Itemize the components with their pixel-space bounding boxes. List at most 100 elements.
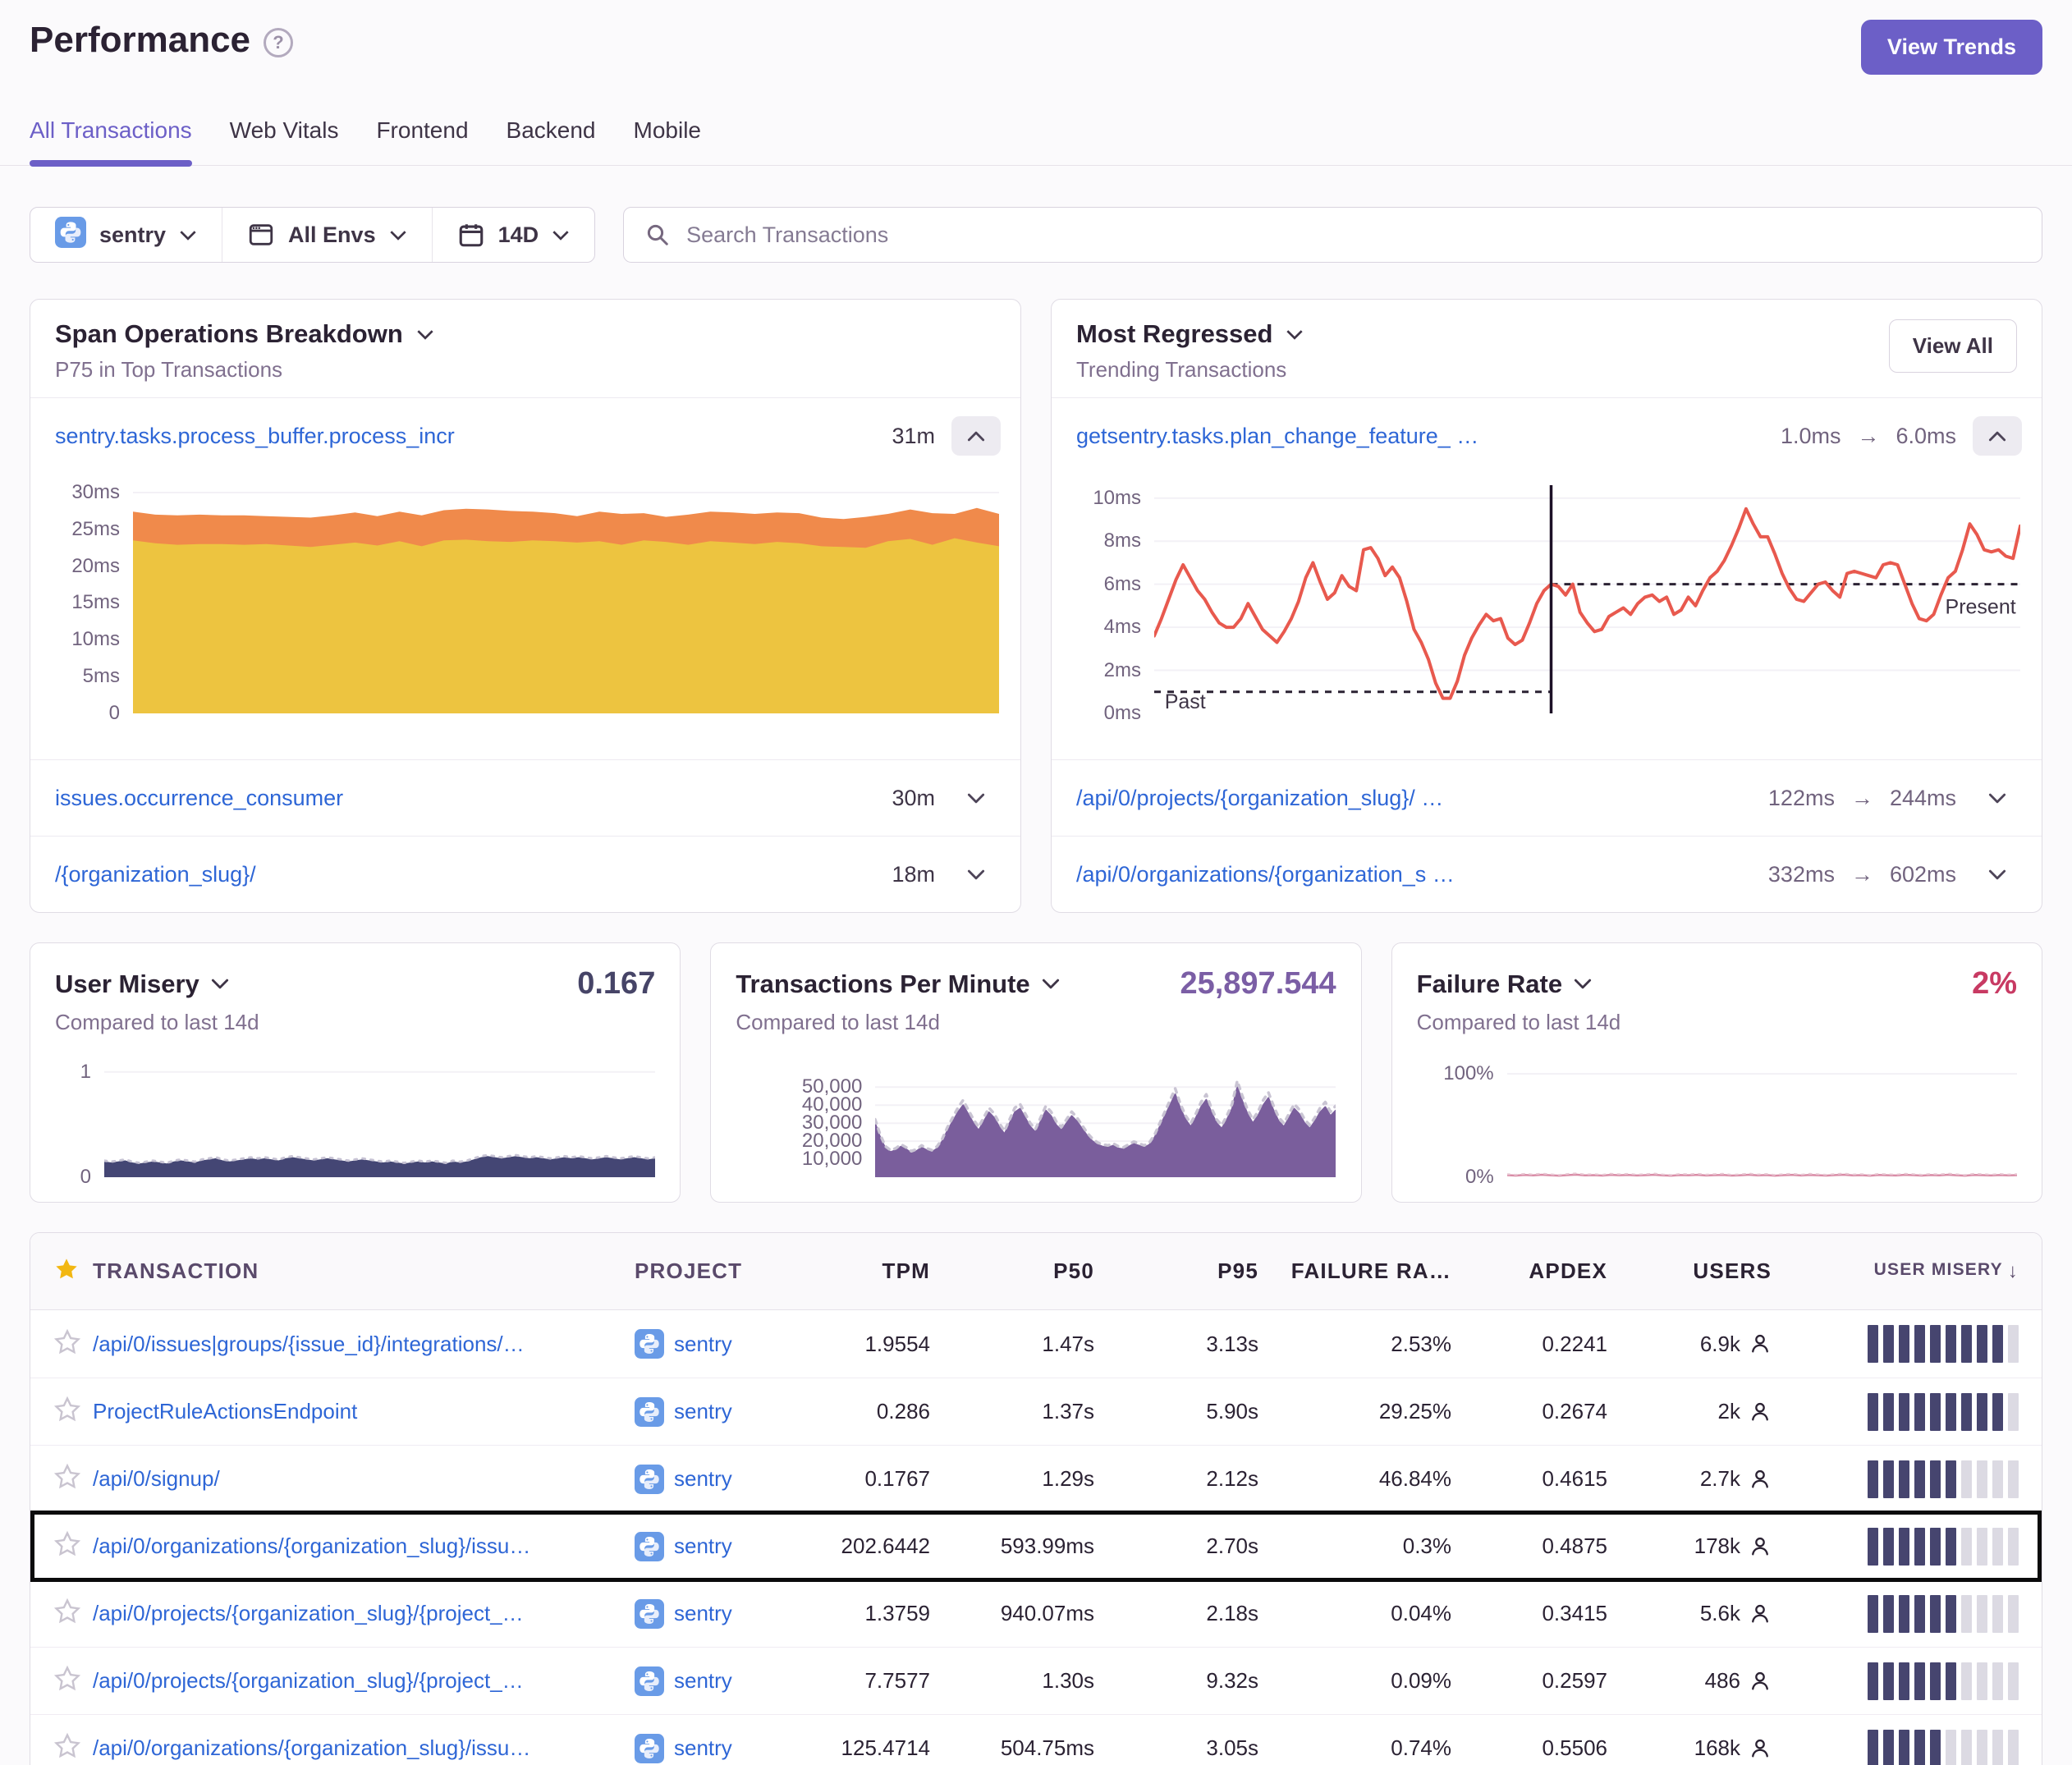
favorite-toggle[interactable]	[53, 1530, 93, 1562]
table-row[interactable]: /api/0/issues|groups/{issue_id}/integrat…	[30, 1310, 2042, 1378]
expand-row-button[interactable]	[951, 778, 1001, 818]
project-link[interactable]: sentry	[674, 1533, 732, 1558]
regressed-transaction-link[interactable]: /api/0/organizations/{organization_s …	[1076, 861, 1455, 887]
column-header-p50[interactable]: P50	[930, 1258, 1094, 1284]
column-header-p95[interactable]: P95	[1094, 1258, 1258, 1284]
regressed-transaction-link[interactable]: getsentry.tasks.plan_change_feature_ …	[1076, 423, 1479, 448]
span-operations-title-dropdown[interactable]: Span Operations Breakdown	[55, 319, 434, 349]
search-input[interactable]	[686, 222, 2020, 248]
tab-frontend[interactable]: Frontend	[376, 117, 469, 143]
table-row[interactable]: /api/0/organizations/{organization_slug}…	[30, 1511, 2042, 1582]
favorite-toggle[interactable]	[53, 1598, 93, 1630]
expand-row-button[interactable]	[951, 855, 1001, 894]
chart-plot[interactable]	[133, 485, 999, 713]
column-header-project[interactable]: PROJECT	[635, 1258, 791, 1284]
favorite-toggle[interactable]	[53, 1328, 93, 1360]
column-header-user-misery[interactable]: USER MISERY ↓	[1772, 1260, 2019, 1283]
transaction-link[interactable]: /api/0/organizations/{organization_slug}…	[93, 1533, 531, 1558]
misery-bar	[1992, 1729, 2003, 1765]
view-trends-button[interactable]: View Trends	[1860, 20, 2042, 75]
card-title-dropdown[interactable]: User Misery	[55, 970, 229, 999]
favorite-toggle[interactable]	[53, 1463, 93, 1495]
misery-bar	[2008, 1729, 2019, 1765]
regressed-transaction-link[interactable]: /api/0/projects/{organization_slug}/ …	[1076, 785, 1444, 810]
project-filter[interactable]: sentry	[30, 208, 222, 262]
user-misery-bars	[1868, 1594, 2019, 1633]
user-misery-cell[interactable]	[1772, 1325, 2019, 1363]
transaction-link[interactable]: /api/0/projects/{organization_slug}/{pro…	[93, 1668, 524, 1693]
project-link[interactable]: sentry	[674, 1668, 732, 1693]
chevron-down-icon	[1988, 793, 2006, 803]
favorite-toggle[interactable]	[53, 1732, 93, 1764]
transaction-link[interactable]: /api/0/issues|groups/{issue_id}/integrat…	[93, 1331, 525, 1356]
misery-bar	[1977, 1392, 1987, 1431]
user-misery-cell[interactable]	[1772, 1392, 2019, 1431]
axis-tick-label: 30ms	[71, 480, 120, 503]
tab-mobile[interactable]: Mobile	[633, 117, 701, 143]
chart-plot[interactable]	[104, 1066, 655, 1177]
table-row[interactable]: /api/0/projects/{organization_slug}/{pro…	[30, 1647, 2042, 1714]
favorite-toggle[interactable]	[53, 1665, 93, 1697]
chart-plot[interactable]	[1506, 1066, 2017, 1177]
span-op-link[interactable]: sentry.tasks.process_buffer.process_incr	[55, 423, 455, 448]
card-title-dropdown[interactable]: Failure Rate	[1417, 970, 1592, 999]
chart-plot[interactable]	[875, 1066, 1336, 1177]
failure-rate-chart[interactable]	[1506, 1066, 2017, 1177]
misery-bar	[1868, 1392, 1878, 1431]
project-link[interactable]: sentry	[674, 1331, 732, 1356]
transaction-link[interactable]: /api/0/organizations/{organization_slug}…	[93, 1735, 531, 1760]
user-misery-cell[interactable]	[1772, 1527, 2019, 1566]
transaction-cell: /api/0/organizations/{organization_slug}…	[93, 1735, 635, 1761]
transaction-link[interactable]: ProjectRuleActionsEndpoint	[93, 1399, 358, 1423]
transaction-link[interactable]: /api/0/signup/	[93, 1466, 220, 1491]
project-link[interactable]: sentry	[674, 1466, 732, 1491]
column-header-tpm[interactable]: TPM	[791, 1258, 930, 1284]
span-op-link[interactable]: /{organization_slug}/	[55, 861, 256, 887]
column-header-label: PROJECT	[635, 1258, 743, 1283]
user-misery-cell[interactable]	[1772, 1729, 2019, 1765]
chevron-up-icon	[967, 431, 985, 441]
card-title-dropdown[interactable]: Transactions Per Minute	[736, 970, 1059, 999]
table-row[interactable]: /api/0/signup/sentry 0.1767 1.29s 2.12s 46.8…	[30, 1445, 2042, 1512]
column-header-apdex[interactable]: APDEX	[1451, 1258, 1607, 1284]
help-icon[interactable]: ?	[264, 28, 294, 57]
span-operations-chart[interactable]	[133, 485, 999, 713]
column-header-users[interactable]: USERS	[1607, 1258, 1772, 1284]
tpm-chart[interactable]	[875, 1066, 1336, 1177]
tab-backend[interactable]: Backend	[506, 117, 596, 143]
tab-all-transactions[interactable]: All Transactions	[30, 117, 192, 167]
search-transactions-box[interactable]	[623, 207, 2042, 263]
tab-web-vitals[interactable]: Web Vitals	[229, 117, 339, 143]
user-misery-cell[interactable]	[1772, 1594, 2019, 1633]
collapse-row-button[interactable]	[951, 416, 1001, 456]
span-op-link[interactable]: issues.occurrence_consumer	[55, 785, 344, 810]
project-link[interactable]: sentry	[674, 1399, 732, 1423]
user-misery-cell[interactable]	[1772, 1460, 2019, 1498]
environment-filter[interactable]: All Envs	[222, 208, 432, 262]
date-range-filter[interactable]: 14D	[431, 208, 595, 262]
user-misery-bars	[1868, 1729, 2019, 1765]
expand-row-button[interactable]	[1973, 855, 2022, 894]
favorites-column-header[interactable]	[53, 1256, 93, 1287]
view-all-button[interactable]: View All	[1888, 319, 2017, 373]
transaction-link[interactable]: /api/0/projects/{organization_slug}/{pro…	[93, 1601, 524, 1625]
column-header-transaction[interactable]: TRANSACTION	[93, 1258, 635, 1284]
span-operations-subtitle: P75 in Top Transactions	[55, 357, 283, 382]
column-header-failure-ra-[interactable]: FAILURE RA…	[1258, 1258, 1451, 1284]
table-row[interactable]: /api/0/projects/{organization_slug}/{pro…	[30, 1579, 2042, 1647]
user-misery-chart[interactable]	[104, 1066, 655, 1177]
project-link[interactable]: sentry	[674, 1735, 732, 1760]
table-row[interactable]: ProjectRuleActionsEndpoint sentry 0.286 1.3…	[30, 1378, 2042, 1445]
most-regressed-chart[interactable]: Past Present	[1154, 485, 2020, 713]
favorite-toggle[interactable]	[53, 1396, 93, 1428]
chevron-down-icon	[1575, 979, 1592, 989]
span-op-value-group: 30m	[875, 778, 1001, 818]
project-link[interactable]: sentry	[674, 1601, 732, 1625]
chart-plot[interactable]: Past Present	[1154, 485, 2020, 713]
most-regressed-title-dropdown[interactable]: Most Regressed	[1076, 319, 1304, 349]
expand-row-button[interactable]	[1973, 778, 2022, 818]
table-row[interactable]: /api/0/organizations/{organization_slug}…	[30, 1714, 2042, 1765]
user-misery-cell[interactable]	[1772, 1662, 2019, 1700]
favorites-star-icon	[56, 1258, 77, 1278]
collapse-row-button[interactable]	[1973, 416, 2022, 456]
